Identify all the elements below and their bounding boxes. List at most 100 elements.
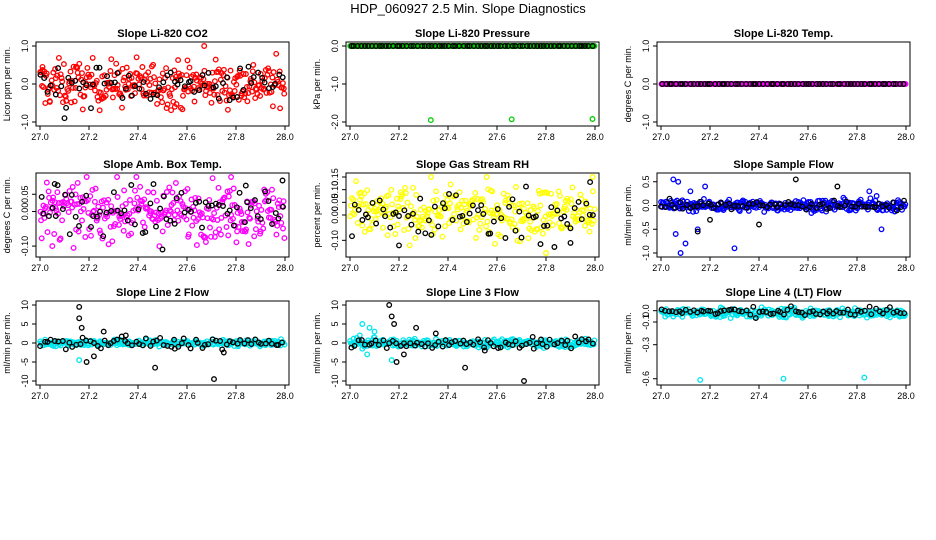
data-point bbox=[802, 312, 808, 319]
y-tick-label: 1.0 bbox=[20, 40, 30, 53]
data-point bbox=[221, 89, 228, 96]
data-point bbox=[160, 79, 167, 86]
data-point bbox=[180, 335, 187, 342]
data-point bbox=[184, 185, 191, 192]
data-point bbox=[376, 197, 383, 204]
data-point bbox=[694, 81, 701, 87]
data-point bbox=[849, 203, 855, 210]
data-point bbox=[413, 324, 420, 331]
data-point bbox=[152, 80, 159, 87]
data-point bbox=[245, 241, 252, 248]
data-point bbox=[89, 54, 96, 61]
data-point bbox=[393, 337, 400, 344]
data-point bbox=[258, 206, 265, 213]
data-point bbox=[55, 54, 62, 61]
data-point bbox=[55, 65, 62, 72]
data-point bbox=[882, 81, 889, 87]
data-point bbox=[408, 43, 414, 49]
data-point bbox=[385, 192, 392, 199]
data-point bbox=[380, 224, 386, 231]
data-point bbox=[694, 228, 701, 235]
data-point bbox=[747, 311, 754, 318]
data-point bbox=[349, 233, 355, 240]
y-tick-label: 10 bbox=[330, 300, 340, 310]
y-tick-label: -0.5 bbox=[641, 221, 651, 237]
data-point bbox=[46, 98, 53, 105]
data-point bbox=[513, 184, 519, 190]
data-point bbox=[413, 191, 420, 198]
data-point bbox=[372, 43, 379, 49]
data-point bbox=[147, 200, 154, 207]
data-point bbox=[275, 342, 282, 348]
y-tick-label: -0.10 bbox=[20, 236, 30, 257]
data-point bbox=[439, 233, 446, 240]
data-point bbox=[353, 178, 360, 185]
data-point bbox=[492, 240, 498, 247]
data-point bbox=[756, 221, 762, 228]
data-point bbox=[893, 207, 900, 214]
data-point bbox=[666, 308, 673, 315]
x-tick-label: 27.4 bbox=[750, 263, 768, 273]
x-tick-label: 27.6 bbox=[178, 132, 196, 142]
data-point bbox=[67, 68, 74, 75]
data-point bbox=[160, 193, 167, 200]
data-point bbox=[50, 194, 57, 201]
data-point bbox=[201, 341, 208, 348]
data-point bbox=[541, 223, 547, 229]
panel-title: Slope Li-820 Pressure bbox=[415, 28, 530, 40]
data-point bbox=[873, 193, 880, 199]
data-point bbox=[122, 332, 129, 339]
data-point bbox=[718, 199, 725, 206]
data-point bbox=[191, 88, 198, 95]
data-point bbox=[186, 64, 193, 71]
data-point bbox=[211, 210, 218, 217]
data-point bbox=[482, 206, 489, 212]
figure-title: HDP_060927 2.5 Min. Slope Diagnostics bbox=[350, 1, 586, 16]
data-point bbox=[163, 105, 170, 112]
data-point bbox=[561, 213, 568, 220]
data-point bbox=[525, 235, 532, 242]
data-point bbox=[167, 93, 174, 100]
x-tick-label: 27.4 bbox=[129, 132, 147, 142]
data-point bbox=[408, 221, 415, 228]
data-point bbox=[414, 213, 420, 220]
data-point bbox=[365, 43, 372, 49]
data-point bbox=[49, 204, 56, 211]
data-point bbox=[484, 218, 491, 225]
data-point bbox=[216, 226, 223, 233]
data-point bbox=[861, 307, 868, 314]
data-point bbox=[211, 78, 218, 85]
data-point bbox=[167, 208, 174, 215]
data-point bbox=[489, 188, 496, 195]
x-tick-label: 27.8 bbox=[227, 263, 245, 273]
data-point bbox=[77, 341, 84, 348]
data-point bbox=[585, 336, 592, 343]
x-tick-label: 28.0 bbox=[276, 132, 294, 142]
data-point bbox=[523, 183, 529, 190]
data-point bbox=[575, 198, 582, 205]
data-point bbox=[457, 340, 464, 347]
data-point bbox=[202, 199, 209, 206]
data-point bbox=[225, 193, 232, 200]
data-point bbox=[62, 191, 69, 198]
data-point bbox=[576, 216, 583, 223]
data-point bbox=[173, 195, 180, 202]
data-point bbox=[364, 351, 371, 358]
x-tick-label: 27.2 bbox=[80, 132, 98, 142]
data-point bbox=[241, 219, 248, 226]
data-point bbox=[567, 239, 574, 246]
y-tick-label: 5 bbox=[330, 321, 340, 326]
data-point bbox=[68, 191, 75, 198]
data-point bbox=[554, 340, 561, 347]
data-point bbox=[120, 227, 127, 234]
data-point bbox=[524, 200, 531, 207]
data-point bbox=[436, 43, 443, 49]
data-point bbox=[451, 211, 457, 218]
data-point bbox=[276, 68, 283, 75]
data-point bbox=[389, 201, 396, 208]
data-point bbox=[428, 43, 435, 49]
data-point bbox=[57, 235, 64, 242]
data-point bbox=[508, 216, 515, 223]
data-point bbox=[433, 196, 440, 203]
data-point bbox=[159, 99, 166, 106]
